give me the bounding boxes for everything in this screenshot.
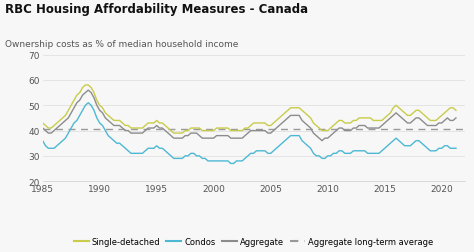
Text: Ownership costs as % of median household income: Ownership costs as % of median household… <box>5 40 238 49</box>
Legend: Single-detached, Condos, Aggregate, Aggregate long-term average: Single-detached, Condos, Aggregate, Aggr… <box>70 233 437 249</box>
Text: RBC Housing Affordability Measures - Canada: RBC Housing Affordability Measures - Can… <box>5 3 308 15</box>
